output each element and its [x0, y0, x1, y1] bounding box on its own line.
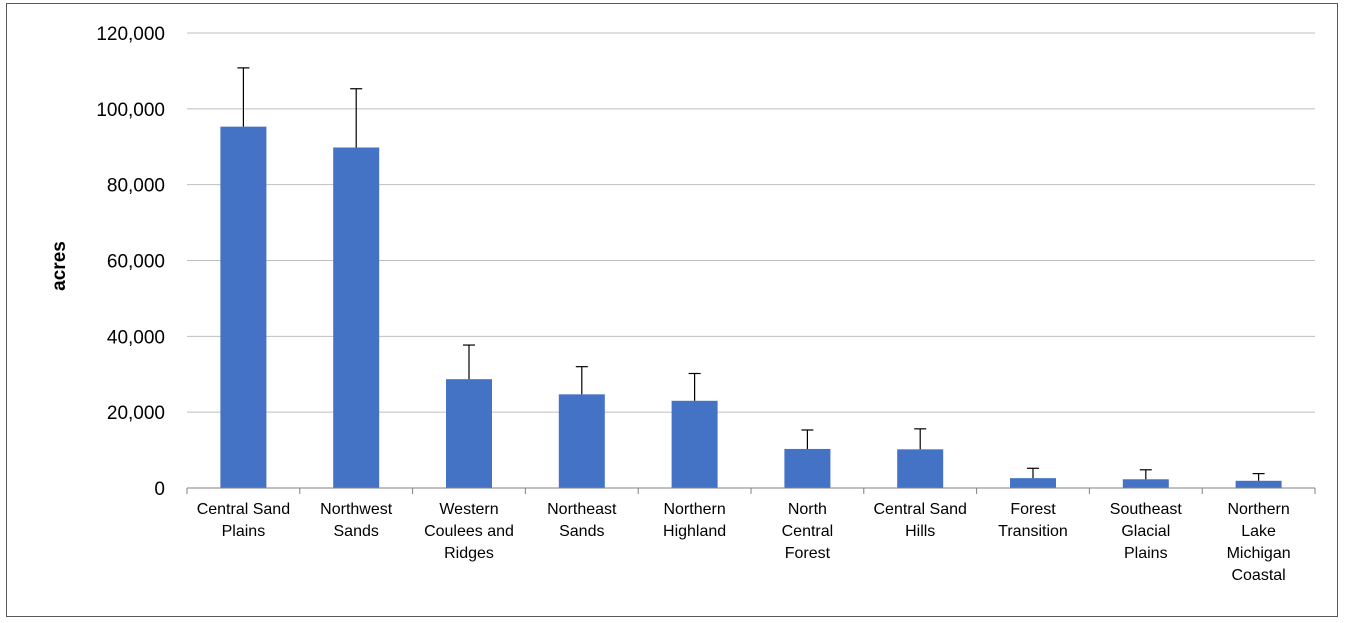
y-axis-title: acres [49, 241, 70, 291]
bar [784, 448, 831, 488]
bar [333, 147, 380, 488]
x-category-label-line: Central [782, 523, 834, 540]
bar [897, 449, 944, 488]
x-category-label: Northern Highland [663, 501, 726, 540]
x-category-label: Northeast Sands [547, 501, 617, 540]
x-category-label-line: Plains [1124, 545, 1168, 562]
x-category-label: Southeast Glacial Plains [1110, 501, 1183, 562]
x-category-label-line: Central Sand [874, 501, 967, 518]
y-tick-labels: 0 20,000 40,000 60,000 80,000 100,000 120,000 [96, 24, 165, 500]
bar [446, 379, 492, 488]
x-category-label: Northern Lake Michigan Coastal [1227, 501, 1291, 584]
bar [558, 394, 605, 488]
error-bar [688, 372, 701, 401]
x-category-label-line: Coastal [1231, 567, 1285, 584]
bar [1122, 479, 1169, 488]
bar-chart: 020,00040,00060,00080,000100,000120,000 … [49, 24, 1316, 584]
y-tick-label: 20,000 [107, 403, 165, 424]
bar [220, 126, 267, 488]
bar [1235, 480, 1282, 488]
y-tick-label: 80,000 [107, 176, 165, 197]
y-tick-label: 100,000 [96, 100, 165, 121]
x-category-label-line: Michigan [1227, 545, 1291, 562]
x-category-label-line: Northern [663, 501, 725, 518]
error-bar [914, 428, 927, 450]
x-category-label: North Central Forest [782, 501, 834, 562]
x-category-label-line: Western [439, 501, 498, 518]
x-category-label-line: Forest [1010, 501, 1056, 518]
y-tick-label: 0 [154, 479, 165, 500]
x-category-label-line: Ridges [444, 545, 494, 562]
y-tick-label: 60,000 [107, 252, 165, 273]
error-bars [237, 67, 1265, 481]
x-category-label-line: Coulees and [424, 523, 514, 540]
y-tick-label: 40,000 [107, 327, 165, 348]
chart-frame: 0 20,000 40,000 60,000 80,000 100,000 120,000 … [6, 3, 1338, 617]
x-category-label: Forest Transition [998, 501, 1068, 540]
axes [186, 487, 1316, 494]
error-bar [463, 344, 475, 380]
error-bar [1027, 467, 1039, 479]
x-category-label: Western Coulees and Ridges [424, 501, 514, 562]
x-category-label-line: Lake [1241, 523, 1276, 540]
x-category-label-line: Southeast [1110, 501, 1183, 518]
x-category-label-line: Sands [334, 523, 379, 540]
x-category-label-line: Forest [785, 545, 831, 562]
x-category-labels: Central Sand Plains Northwest Sands Western C… [197, 501, 1291, 584]
x-category-label-line: Northern [1227, 501, 1289, 518]
x-category-label: Central Sand Hills [874, 501, 967, 540]
error-bar [350, 88, 363, 148]
bars [220, 126, 1282, 488]
x-category-label-line: Hills [905, 523, 935, 540]
bar [1010, 478, 1056, 488]
x-category-label-line: Northeast [547, 501, 617, 518]
x-category-label-line: Transition [998, 523, 1068, 540]
error-bar [801, 429, 814, 449]
x-category-label-line: Sands [559, 523, 604, 540]
x-category-label: Northwest Sands [320, 501, 393, 540]
x-category-label-line: North [788, 501, 827, 518]
bar [671, 400, 718, 488]
error-bar [237, 67, 250, 127]
error-bar [1139, 469, 1152, 480]
error-bar [575, 366, 588, 395]
x-category-label: Central Sand Plains [197, 501, 290, 540]
error-bar [1252, 472, 1265, 481]
x-category-label-line: Plains [222, 523, 266, 540]
x-category-label-line: Central Sand [197, 501, 290, 518]
y-tick-label: 120,000 [96, 24, 165, 45]
x-category-label-line: Northwest [320, 501, 393, 518]
x-category-label-line: Glacial [1121, 523, 1170, 540]
x-category-label-line: Highland [663, 523, 726, 540]
